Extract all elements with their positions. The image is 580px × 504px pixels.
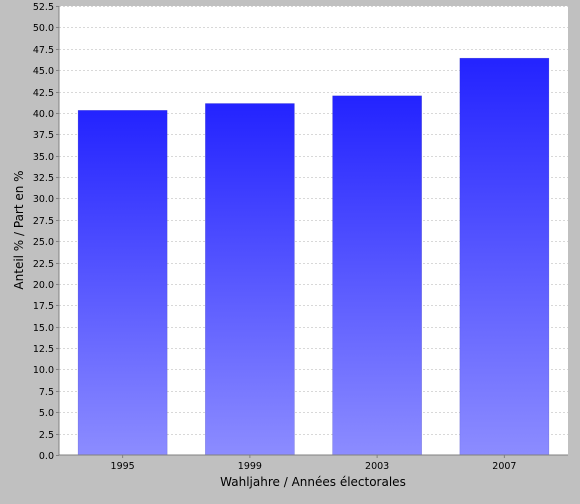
y-tick-label: 40.0 (33, 109, 54, 120)
y-tick-label: 0.0 (39, 451, 54, 462)
y-tick-label: 25.0 (33, 237, 54, 248)
y-axis-ticks: 0.0 2.5 5.0 7.5 10.0 12.5 15.0 17.5 20.0 22.5 25.0… (33, 2, 59, 462)
x-axis-title: Wahljahre / Années électorales (220, 475, 406, 489)
bars (77, 57, 550, 456)
y-tick-label: 27.5 (33, 216, 54, 227)
y-tick-label: 12.5 (33, 344, 54, 355)
x-tick-label: 1995 (111, 461, 135, 472)
x-tick-label: 2003 (365, 461, 389, 472)
y-tick-label: 20.0 (33, 280, 54, 291)
y-tick-label: 42.5 (33, 88, 54, 99)
x-tick-label: 2007 (492, 461, 516, 472)
y-axis-title: Anteil % / Part en % (12, 170, 26, 289)
y-tick-label: 22.5 (33, 259, 54, 270)
bar-1995 (77, 110, 168, 456)
y-tick-label: 10.0 (33, 365, 54, 376)
bar-1999 (205, 103, 295, 456)
y-tick-label: 2.5 (39, 430, 54, 441)
x-axis-ticks: 1995 1999 2003 2007 (111, 455, 516, 472)
y-tick-label: 5.0 (39, 408, 54, 419)
y-tick-label: 52.5 (33, 2, 54, 13)
y-tick-label: 47.5 (33, 45, 54, 56)
y-tick-label: 17.5 (33, 301, 54, 312)
y-tick-label: 35.0 (33, 152, 54, 163)
y-tick-label: 45.0 (33, 66, 54, 77)
y-tick-label: 32.5 (33, 173, 54, 184)
y-tick-label: 50.0 (33, 23, 54, 34)
y-tick-label: 37.5 (33, 130, 54, 141)
x-tick-label: 1999 (238, 461, 262, 472)
y-tick-label: 30.0 (33, 194, 54, 205)
y-tick-label: 15.0 (33, 323, 54, 334)
bar-2003 (332, 95, 422, 456)
bar-2007 (459, 57, 550, 456)
y-tick-label: 7.5 (39, 387, 54, 398)
